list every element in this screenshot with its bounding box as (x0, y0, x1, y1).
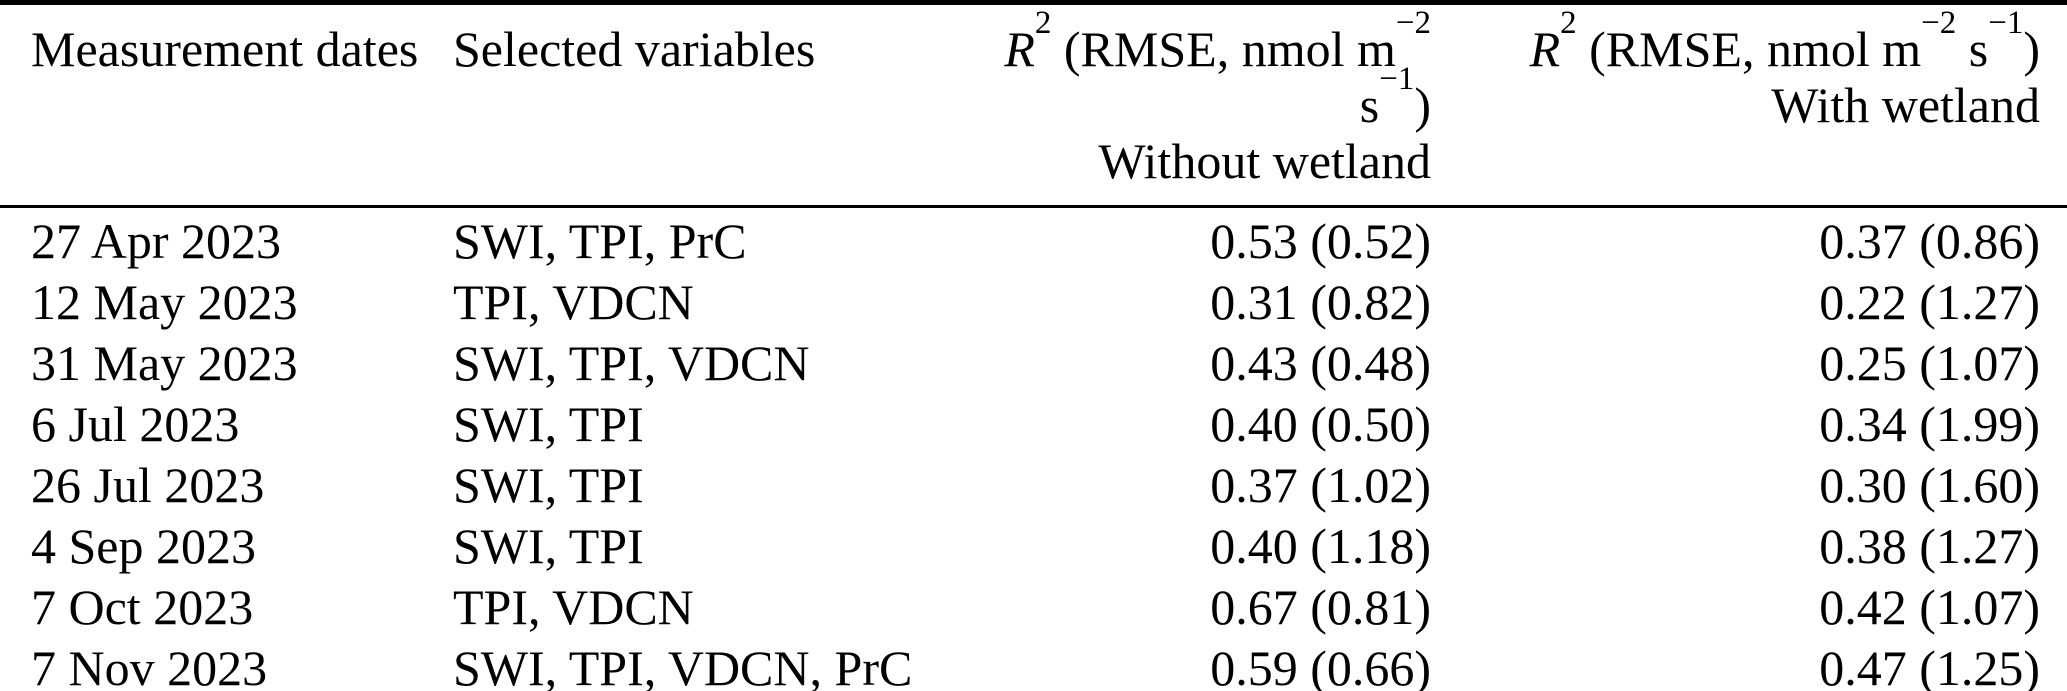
table-row: 31 May 2023 SWI, TPI, VDCN 0.43 (0.48) 0… (0, 333, 2067, 394)
measurement-date-cell: 4 Sep 2023 (31, 518, 256, 574)
measurement-date-cell: 12 May 2023 (31, 274, 298, 330)
table-row: 12 May 2023 TPI, VDCN 0.31 (0.82) 0.22 (… (0, 272, 2067, 333)
r2-with-wetland-cell: 0.22 (1.27) (1819, 274, 2040, 330)
table-row: 7 Nov 2023 SWI, TPI, VDCN, PrC 0.59 (0.6… (0, 638, 2067, 691)
selected-variables-cell: SWI, TPI, PrC (453, 213, 747, 269)
r2-without-wetland-cell: 0.43 (0.48) (1210, 335, 1431, 391)
table-row: 26 Jul 2023 SWI, TPI 0.37 (1.02) 0.30 (1… (0, 455, 2067, 516)
table-row: 27 Apr 2023 SWI, TPI, PrC 0.53 (0.52) 0.… (0, 207, 2067, 273)
r2-without-wetland-cell: 0.37 (1.02) (1210, 457, 1431, 513)
header-r2-rmse-without-wetland: R2 (RMSE, nmol m−2 s−1) Without wetland (932, 2, 1432, 208)
measurement-dates-label: Measurement dates (31, 21, 419, 77)
r2-with-wetland-cell: 0.30 (1.60) (1819, 457, 2040, 513)
selected-variables-cell: SWI, TPI, VDCN, PrC (453, 640, 913, 691)
measurement-date-cell: 6 Jul 2023 (31, 396, 240, 452)
r2-with-wetland-cell: 0.47 (1.25) (1819, 640, 2040, 691)
measurement-date-cell: 26 Jul 2023 (31, 457, 265, 513)
r2-without-wetland-cell: 0.67 (0.81) (1210, 579, 1431, 635)
measurement-date-cell: 7 Oct 2023 (31, 579, 254, 635)
selected-variables-cell: SWI, TPI (453, 457, 644, 513)
header-row: Measurement dates Selected variables R2 … (0, 2, 2067, 208)
without-wetland-label: Without wetland (1098, 133, 1431, 189)
measurement-date-cell: 31 May 2023 (31, 335, 298, 391)
measurement-date-cell: 7 Nov 2023 (31, 640, 268, 691)
r2-with-wetland-cell: 0.42 (1.07) (1819, 579, 2040, 635)
r2-rmse-units-label: R2 (RMSE, nmol m−2 s−1) (1004, 4, 1431, 133)
selected-variables-cell: SWI, TPI (453, 396, 644, 452)
r2-without-wetland-cell: 0.40 (1.18) (1210, 518, 1431, 574)
r2-without-wetland-cell: 0.53 (0.52) (1210, 213, 1431, 269)
with-wetland-label: With wetland (1771, 77, 2040, 133)
measurement-date-cell: 27 Apr 2023 (31, 213, 281, 269)
r2-rmse-units-label: R2 (RMSE, nmol m−2 s−1) (1529, 4, 2040, 77)
r2-without-wetland-cell: 0.59 (0.66) (1210, 640, 1431, 691)
header-measurement-dates: Measurement dates (0, 2, 452, 208)
selected-variables-cell: TPI, VDCN (453, 579, 694, 635)
table-row: 4 Sep 2023 SWI, TPI 0.40 (1.18) 0.38 (1.… (0, 516, 2067, 577)
header-selected-variables: Selected variables (452, 2, 932, 208)
r2-with-wetland-cell: 0.25 (1.07) (1819, 335, 2040, 391)
r2-with-wetland-cell: 0.34 (1.99) (1819, 396, 2040, 452)
selected-variables-cell: SWI, TPI, VDCN (453, 335, 810, 391)
table-row: 6 Jul 2023 SWI, TPI 0.40 (0.50) 0.34 (1.… (0, 394, 2067, 455)
r2-without-wetland-cell: 0.31 (0.82) (1210, 274, 1431, 330)
table-row: 7 Oct 2023 TPI, VDCN 0.67 (0.81) 0.42 (1… (0, 577, 2067, 638)
r2-with-wetland-cell: 0.37 (0.86) (1819, 213, 2040, 269)
r2-with-wetland-cell: 0.38 (1.27) (1819, 518, 2040, 574)
r2-without-wetland-cell: 0.40 (0.50) (1210, 396, 1431, 452)
selected-variables-cell: SWI, TPI (453, 518, 644, 574)
selected-variables-cell: TPI, VDCN (453, 274, 694, 330)
selected-variables-label: Selected variables (453, 21, 816, 77)
header-r2-rmse-with-wetland: R2 (RMSE, nmol m−2 s−1) With wetland (1432, 2, 2067, 208)
